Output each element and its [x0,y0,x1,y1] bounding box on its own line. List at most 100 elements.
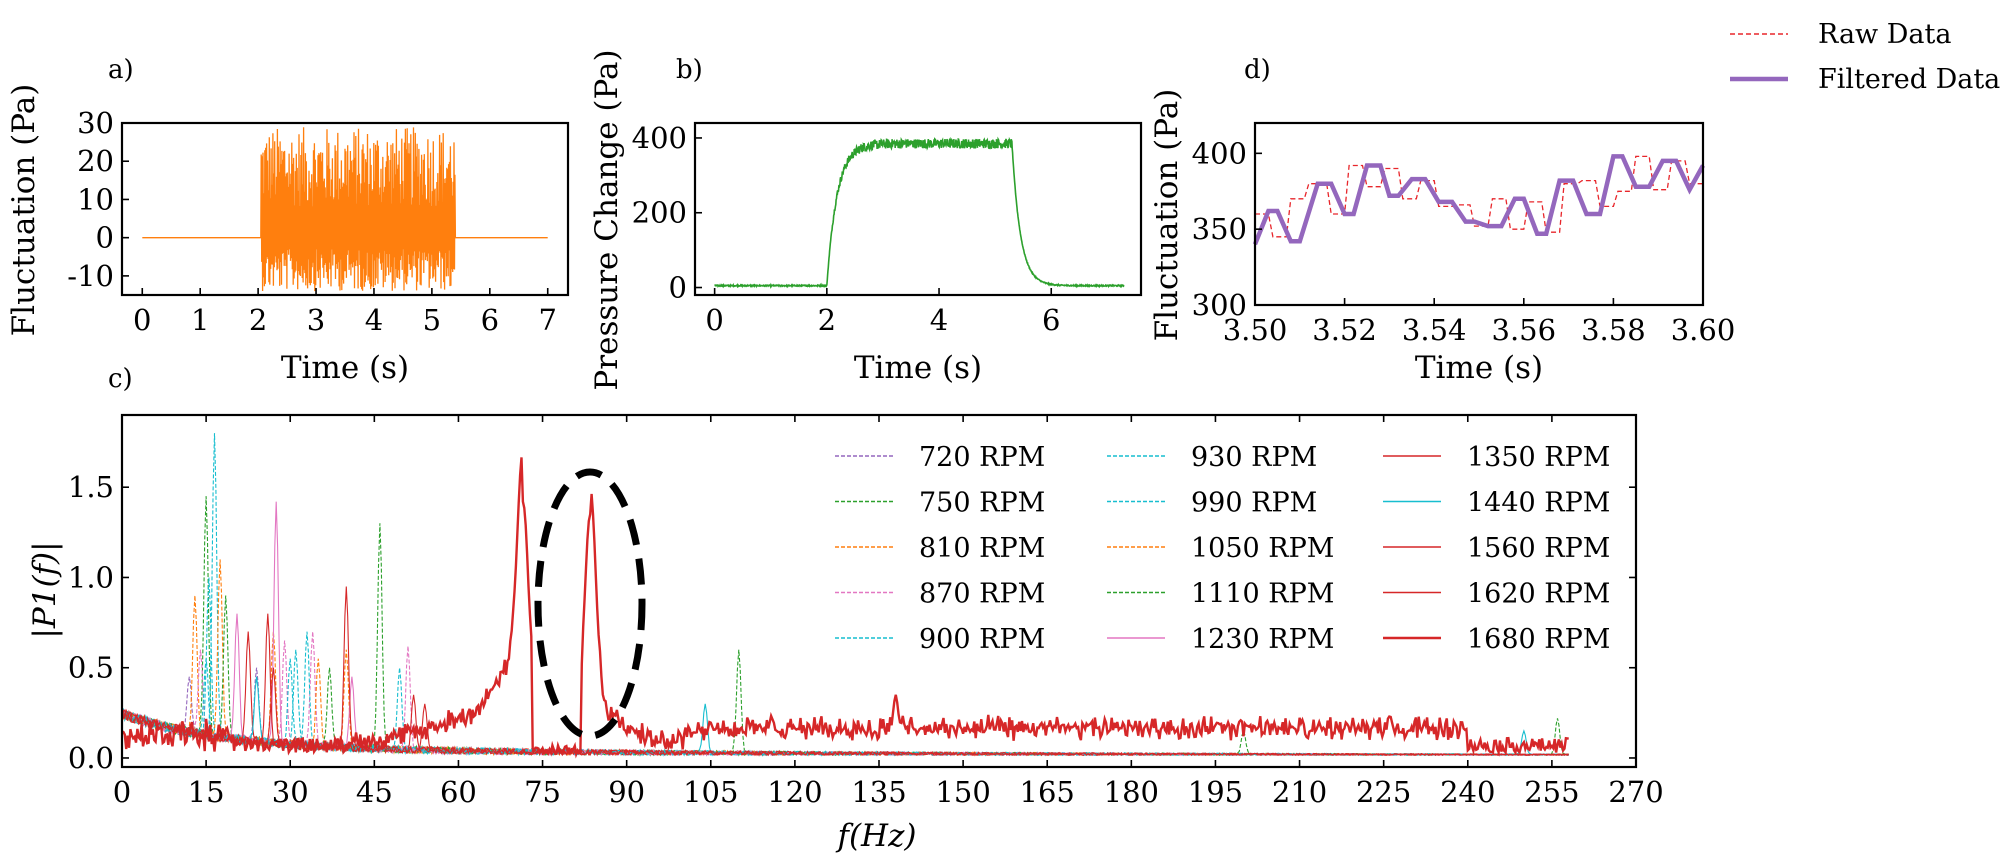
panel-c-xtick-label: 270 [1608,775,1663,809]
panel-d-ytick-label: 300 [1192,288,1247,322]
panel-b-ytick-label: 200 [632,196,687,230]
panel-b-ylabel: Pressure Change (Pa) [589,49,625,390]
panel-b-ticks: 0 2 4 6 0 200 400 [632,121,1061,337]
panel-a-label: a) [108,55,134,85]
panel-a-xlabel: Time (s) [281,350,409,386]
legend-label-1230-rpm: 1230 RPM [1191,624,1334,655]
panel-b-chart: b) 0 2 4 6 0 200 400 Time (s) Pressure Change … [589,49,1143,391]
panel-c-xtick-label: 135 [851,775,906,809]
spectrum-line-870-rpm [121,631,1569,757]
panel-d-xtick-label: 3.50 [1223,313,1288,347]
panel-c-xtick-label: 120 [767,775,822,809]
spectrum-line-1560-rpm [121,613,1569,757]
panel-a-plot-area [142,127,548,292]
legend-label-810-rpm: 810 RPM [919,533,1045,564]
legend-raw-label: Raw Data [1818,19,1951,50]
panel-a-xtick-label: 7 [539,303,557,337]
panel-b-xlabel: Time (s) [854,350,982,386]
panel-c-xtick-label: 75 [524,775,561,809]
panel-b-ytick-label: 0 [669,271,687,305]
panel-a-xtick-label: 6 [481,303,499,337]
panel-b-ytick-label: 400 [632,121,687,155]
panel-c-xlabel: f(Hz) [835,818,916,854]
panel-d-ticks: 3.50 3.52 3.54 3.56 3.58 3.60 300 350 400 [1192,136,1736,347]
panel-c-xtick-label: 60 [440,775,477,809]
panel-d-xtick-label: 3.52 [1312,313,1377,347]
panel-b-frame [693,121,1143,297]
legend-filtered-label: Filtered Data [1818,64,2000,95]
panel-c-xtick-label: 225 [1356,775,1411,809]
legend-label-1440-rpm: 1440 RPM [1467,488,1610,519]
panel-a-ytick-label: 0 [96,221,114,255]
panel-c-chart: c) 720 RPM 750 RPM 810 RPM 870 RPM 900 RPM 93… [27,364,1664,854]
panel-a-xtick-label: 4 [365,303,383,337]
panel-c-ylabel: |P1(f)| [27,541,63,638]
panel-c-xtick-label: 195 [1188,775,1243,809]
legend-label-930-rpm: 930 RPM [1191,442,1317,473]
legend-label-720-rpm: 720 RPM [919,442,1045,473]
panel-c-xtick-label: 90 [608,775,645,809]
panel-a-xtick-label: 0 [133,303,151,337]
panel-d-xtick-label: 3.60 [1671,313,1736,347]
panel-c-xtick-label: 0 [113,775,131,809]
panel-c-ticks: 0 15 30 45 60 75 90 105 120 135 150 165 180 195 210 225… [68,415,1664,809]
panel-d-xtick-label: 3.58 [1581,313,1646,347]
panel-a-ticks: 0 1 2 3 4 5 6 7 -10 0 10 20 30 [67,106,557,337]
legend-label-1680-rpm: 1680 RPM [1467,624,1610,655]
panel-d-ytick-label: 400 [1192,136,1247,170]
panel-c-plot-area [121,433,1570,759]
panel-c-ytick-label: 0.5 [68,651,114,685]
panel-b-xtick-label: 0 [705,303,723,337]
panel-b-xtick-label: 2 [818,303,836,337]
legend-label-1110-rpm: 1110 RPM [1191,579,1334,610]
legend-label-1560-rpm: 1560 RPM [1467,533,1610,564]
panel-a-xtick-label: 2 [249,303,267,337]
panel-a-ytick-label: 30 [77,106,114,140]
panel-c-label: c) [108,364,133,394]
panel-c-xtick-label: 45 [356,775,393,809]
spectrum-line-990-rpm [121,433,1570,757]
panel-a-ytick-label: 20 [77,144,114,178]
legend-label-1620-rpm: 1620 RPM [1467,579,1610,610]
panel-d-ylabel: Fluctuation (Pa) [1149,89,1185,342]
panel-c-xtick-label: 180 [1104,775,1159,809]
panel-d-raw-line [1255,155,1703,238]
panel-b-series-line [714,136,1125,290]
panel-d-label: d) [1244,55,1271,85]
spectrum-line-1620-rpm [121,667,1569,757]
spectrum-line-750-rpm [121,496,1569,757]
panel-b-xtick-label: 6 [1042,303,1060,337]
panel-d-chart: d) 3.50 3.52 3.54 3.56 3.58 3.60 300 350 400 Tim… [1149,19,2000,386]
panel-b-plot-area [714,136,1125,290]
panel-a-ytick-label: 10 [77,182,114,216]
panel-b-xtick-label: 4 [930,303,948,337]
panel-d-xtick-label: 3.56 [1492,313,1557,347]
panel-c-xtick-label: 15 [188,775,225,809]
panel-c-legend: 720 RPM 750 RPM 810 RPM 870 RPM 900 RPM 930 R… [835,442,1610,655]
panel-c-xtick-label: 150 [935,775,990,809]
panel-a-ytick-label: -10 [67,259,114,293]
legend-label-870-rpm: 870 RPM [919,579,1045,610]
panel-c-xtick-label: 105 [683,775,738,809]
panel-d-xlabel: Time (s) [1415,350,1543,386]
panel-d-legend: Raw Data Filtered Data [1730,19,2000,95]
panel-d-xtick-label: 3.54 [1402,313,1467,347]
legend-label-1050-rpm: 1050 RPM [1191,533,1334,564]
spectrum-line-1680-rpm [121,457,1569,759]
panel-d-plot-area [1252,154,1705,246]
panel-c-xtick-label: 30 [272,775,309,809]
panel-d-filtered-line [1252,154,1705,246]
panel-a-frame [120,121,570,297]
panel-a-series-line [142,127,548,292]
panel-a-chart: a) 0 1 2 3 4 5 6 7 -10 0 10 20 30 Time (s) Fluctuati… [6,55,570,386]
panel-c-xtick-label: 240 [1440,775,1495,809]
panel-c-xtick-label: 210 [1272,775,1327,809]
spectrum-line-1230-rpm [121,501,1570,757]
legend-label-990-rpm: 990 RPM [1191,488,1317,519]
panel-c-xtick-label: 165 [1020,775,1075,809]
panel-a-xtick-label: 5 [423,303,441,337]
legend-label-750-rpm: 750 RPM [919,488,1045,519]
panel-d-ytick-label: 350 [1192,212,1247,246]
panel-c-ytick-label: 1.0 [68,560,114,594]
